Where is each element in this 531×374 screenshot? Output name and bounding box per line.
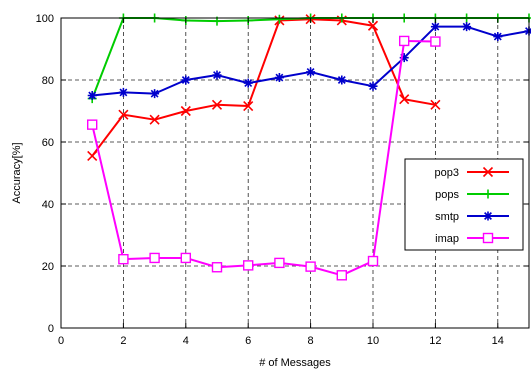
data-point-imap bbox=[367, 255, 379, 267]
legend-label-pops: pops bbox=[435, 189, 459, 201]
legend-label-pop3: pop3 bbox=[435, 167, 459, 179]
data-point-smtp bbox=[150, 89, 160, 99]
data-point-pop3 bbox=[149, 114, 160, 125]
data-point-smtp bbox=[462, 22, 472, 32]
data-point-smtp bbox=[399, 53, 409, 63]
data-point-smtp bbox=[118, 87, 128, 97]
legend-marker-smtp bbox=[483, 211, 493, 221]
data-point-pop3 bbox=[87, 150, 98, 162]
x-tick-label: 2 bbox=[120, 335, 126, 347]
data-point-imap bbox=[274, 257, 285, 269]
data-point-imap bbox=[211, 262, 223, 273]
x-tick-label: 10 bbox=[367, 335, 379, 347]
data-point-smtp bbox=[243, 78, 253, 88]
data-point-pop3 bbox=[180, 105, 191, 117]
series-pop3 bbox=[87, 14, 441, 162]
data-point-pops bbox=[274, 14, 284, 24]
data-point-smtp bbox=[368, 81, 378, 91]
data-point-imap bbox=[118, 253, 129, 265]
series-imap bbox=[86, 35, 441, 281]
legend: pop3 pops smtp imap bbox=[404, 158, 524, 251]
data-point-smtp bbox=[430, 22, 440, 32]
data-point-smtp bbox=[524, 26, 531, 36]
data-point-smtp bbox=[306, 67, 316, 77]
data-point-smtp bbox=[181, 75, 191, 85]
data-point-pop3 bbox=[367, 20, 379, 31]
legend-label-smtp: smtp bbox=[435, 211, 459, 223]
y-tick-label: 60 bbox=[42, 137, 54, 149]
x-tick-label: 0 bbox=[58, 335, 64, 347]
data-point-pop3 bbox=[430, 99, 441, 110]
data-point-imap bbox=[242, 260, 254, 271]
data-point-imap bbox=[399, 35, 410, 47]
x-tick-label: 14 bbox=[492, 335, 504, 347]
data-point-pop3 bbox=[211, 99, 223, 110]
data-point-pop3 bbox=[118, 109, 129, 120]
y-tick-label: 100 bbox=[36, 13, 54, 25]
data-point-imap bbox=[180, 252, 192, 264]
axis-ticks bbox=[60, 17, 529, 329]
data-point-smtp bbox=[87, 91, 97, 100]
data-point-pop3 bbox=[399, 94, 410, 105]
plot-frame bbox=[60, 17, 530, 329]
x-tick-label: 6 bbox=[245, 335, 251, 347]
series-smtp bbox=[87, 22, 531, 100]
data-point-imap bbox=[149, 252, 160, 264]
x-axis-title: # of Messages bbox=[259, 357, 331, 369]
data-point-smtp bbox=[212, 70, 222, 80]
y-tick-label: 0 bbox=[48, 323, 54, 335]
y-tick-label: 40 bbox=[42, 199, 54, 211]
y-tick-label: 80 bbox=[42, 75, 54, 87]
y-tick-label: 20 bbox=[42, 261, 54, 273]
legend-marker-pop3 bbox=[482, 166, 494, 178]
tick-labels: 0 2 4 6 8 10 12 14 0 20 40 60 80 100 bbox=[36, 13, 504, 347]
y-axis-title: Accuracy[%] bbox=[11, 142, 23, 203]
x-tick-label: 4 bbox=[183, 335, 189, 347]
legend-marker-pops bbox=[483, 189, 493, 199]
data-point-smtp bbox=[493, 32, 503, 42]
x-tick-label: 8 bbox=[308, 335, 314, 347]
data-point-smtp bbox=[274, 73, 284, 83]
data-point-imap bbox=[86, 119, 98, 130]
data-point-imap bbox=[305, 261, 316, 272]
legend-box bbox=[404, 158, 524, 251]
data-point-pop3 bbox=[243, 100, 254, 112]
legend-marker-imap bbox=[482, 232, 494, 244]
legend-label-imap: imap bbox=[435, 233, 459, 245]
data-point-imap bbox=[336, 270, 347, 281]
series-line-pop3 bbox=[91, 18, 436, 157]
x-tick-label: 12 bbox=[429, 335, 441, 347]
data-point-smtp bbox=[337, 75, 347, 85]
data-point-imap bbox=[430, 36, 441, 47]
